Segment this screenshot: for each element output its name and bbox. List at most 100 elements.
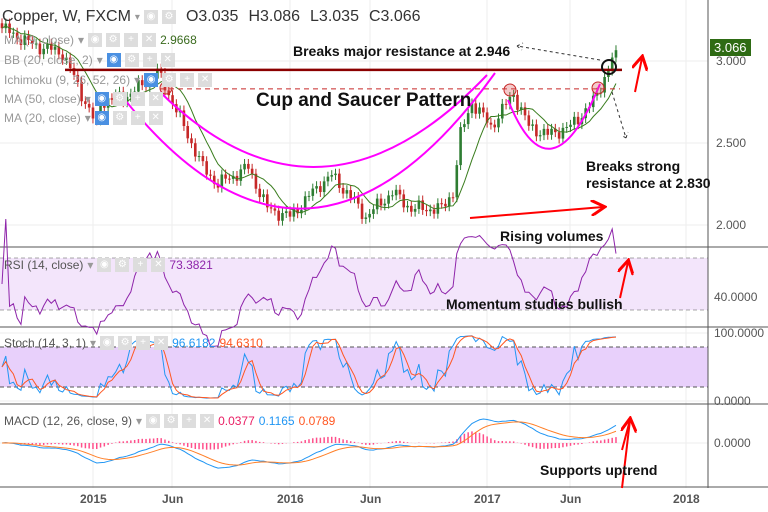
- gear-icon[interactable]: ⚙: [115, 258, 130, 272]
- saucer-arc: [507, 83, 601, 150]
- candle-body: [231, 175, 235, 179]
- stoch-label: Stoch (14, 3, 1): [4, 336, 87, 350]
- candle-body: [84, 101, 87, 104]
- candle-body: [554, 128, 557, 133]
- candle-body: [379, 198, 383, 206]
- dashed-arrow: [516, 42, 601, 61]
- symbol-legend[interactable]: Copper, W, FXCM ▾ ◉ ⚙ O3.035 H3.086 L3.035…: [2, 8, 421, 25]
- gear-icon[interactable]: ⚙: [112, 111, 127, 125]
- macd-hist-value: 0.0377: [218, 414, 255, 428]
- candle-body: [485, 112, 489, 123]
- gear-icon[interactable]: ⚙: [124, 53, 139, 67]
- eye-icon[interactable]: ◉: [146, 414, 161, 428]
- plus-icon[interactable]: +: [130, 111, 145, 125]
- plus-icon[interactable]: +: [142, 53, 157, 67]
- eye-icon[interactable]: ◉: [144, 73, 159, 87]
- eye-icon[interactable]: ◉: [97, 258, 112, 272]
- ma50-label: MA (50, close): [4, 92, 81, 106]
- time-tick: 2015: [80, 492, 107, 506]
- ma20-legend[interactable]: MA (20, close) ▾ ◉ ⚙ + ✕: [4, 111, 163, 125]
- ma50-legend[interactable]: MA (50, close) ▾ ◉ ⚙ + ✕: [4, 92, 163, 106]
- gear-icon[interactable]: ⚙: [118, 336, 133, 350]
- open-value: O3.035: [185, 8, 239, 25]
- plus-icon[interactable]: +: [180, 73, 195, 87]
- plus-icon[interactable]: +: [136, 336, 151, 350]
- close-icon[interactable]: ✕: [198, 73, 213, 87]
- candle-body: [466, 113, 470, 125]
- candle-body: [15, 32, 19, 40]
- candle-body: [402, 194, 406, 208]
- candle-body: [220, 174, 224, 188]
- eye-icon[interactable]: ◉: [143, 10, 158, 24]
- candle-body: [394, 189, 398, 196]
- candle-body: [451, 197, 455, 199]
- candle-body: [319, 186, 322, 193]
- candle-body: [247, 163, 250, 169]
- bb-label: BB (20, close, 2): [4, 53, 93, 67]
- candle-body: [72, 68, 76, 75]
- gear-icon[interactable]: ⚙: [164, 414, 179, 428]
- candle-body: [516, 94, 519, 110]
- candle-body: [38, 43, 42, 55]
- gear-icon[interactable]: ⚙: [162, 73, 177, 87]
- eye-icon[interactable]: ◉: [88, 33, 103, 47]
- candle-body: [572, 116, 576, 125]
- candle-body: [569, 124, 572, 127]
- candle-body: [576, 116, 580, 125]
- candle-body: [463, 124, 466, 128]
- ichimoku-legend[interactable]: Ichimoku (9, 26, 52, 26) ▾ ◉ ⚙ + ✕: [4, 73, 213, 87]
- eye-icon[interactable]: ◉: [100, 336, 115, 350]
- close-icon[interactable]: ✕: [148, 111, 163, 125]
- candle-body: [311, 188, 315, 196]
- plus-icon[interactable]: +: [182, 414, 197, 428]
- last-price-label: 3.066: [710, 39, 751, 56]
- candle-body: [49, 43, 53, 50]
- stoch-tick: 100.0000: [714, 326, 765, 340]
- gear-icon[interactable]: ⚙: [112, 92, 127, 106]
- gear-icon[interactable]: ⚙: [161, 10, 176, 24]
- candle-body: [326, 176, 330, 182]
- eye-icon[interactable]: ◉: [106, 53, 121, 67]
- plus-icon[interactable]: +: [133, 258, 148, 272]
- close-icon[interactable]: ✕: [154, 336, 169, 350]
- candle-body: [281, 213, 284, 221]
- close-icon[interactable]: ✕: [142, 33, 157, 47]
- candle-body: [266, 194, 269, 208]
- price-tick: 3.000: [716, 54, 747, 68]
- macd-legend[interactable]: MACD (12, 26, close, 9) ▾ ◉ ⚙ + ✕ 0.0377 0.116…: [4, 414, 336, 428]
- stoch-k-value: 96.6182: [172, 336, 216, 350]
- red-arrow: [469, 207, 603, 219]
- annotation-major-resistance: Breaks major resistance at 2.946: [293, 43, 511, 59]
- time-tick: 2016: [277, 492, 304, 506]
- red-arrow: [622, 420, 630, 489]
- candle-body: [368, 213, 371, 218]
- plus-icon[interactable]: +: [124, 33, 139, 47]
- candle-body: [349, 190, 352, 199]
- candle-body: [0, 23, 4, 29]
- candle-body: [542, 128, 546, 136]
- candle-body: [262, 194, 265, 198]
- close-icon[interactable]: ✕: [200, 414, 215, 428]
- plus-icon[interactable]: +: [130, 92, 145, 106]
- candle-body: [561, 127, 565, 139]
- candle-body: [239, 169, 243, 181]
- ma9-legend[interactable]: MA (9, close) ▾ ◉ ⚙ + ✕ 2.9668: [4, 33, 197, 47]
- candle-body: [432, 209, 436, 214]
- candle-body: [375, 198, 379, 210]
- rsi-legend[interactable]: RSI (14, close) ▾ ◉ ⚙ + ✕ 73.3821: [4, 258, 213, 272]
- close-icon[interactable]: ✕: [151, 258, 166, 272]
- candle-body: [512, 94, 515, 97]
- close-icon[interactable]: ✕: [148, 92, 163, 106]
- gear-icon[interactable]: ⚙: [106, 33, 121, 47]
- stoch-legend[interactable]: Stoch (14, 3, 1) ▾ ◉ ⚙ + ✕ 96.6182 94.6310: [4, 336, 263, 350]
- bb-legend[interactable]: BB (20, close, 2) ▾ ◉ ⚙ + ✕: [4, 53, 175, 67]
- eye-icon[interactable]: ◉: [94, 92, 109, 106]
- candle-body: [338, 173, 341, 188]
- close-icon[interactable]: ✕: [160, 53, 175, 67]
- candle-body: [440, 203, 443, 205]
- macd-label: MACD (12, 26, close, 9): [4, 414, 133, 428]
- candle-body: [614, 50, 618, 58]
- annotation-strong-1: Breaks strong: [586, 158, 681, 174]
- eye-icon[interactable]: ◉: [94, 111, 109, 125]
